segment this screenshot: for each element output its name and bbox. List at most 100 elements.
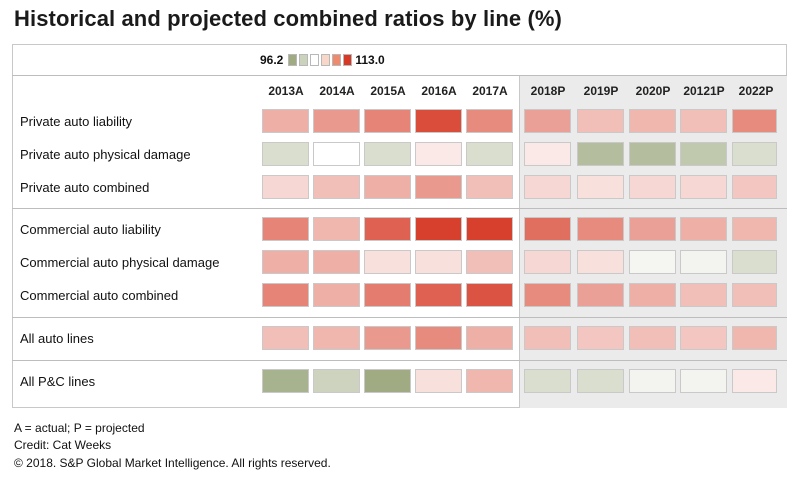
heatmap-cell bbox=[313, 142, 360, 166]
heatmap-cell bbox=[629, 369, 676, 393]
heatmap-cell bbox=[629, 283, 676, 307]
heatmap-cell bbox=[262, 250, 309, 274]
column-header: 2019P bbox=[583, 84, 619, 98]
heatmap-cell bbox=[577, 326, 624, 350]
column-header: 2016A bbox=[421, 84, 457, 98]
column-header: 2013A bbox=[268, 84, 304, 98]
heatmap-cell bbox=[524, 250, 571, 274]
legend-swatches bbox=[288, 54, 354, 66]
group-divider bbox=[12, 317, 787, 318]
color-legend: 96.2 113.0 bbox=[260, 52, 385, 68]
heatmap-cell bbox=[524, 109, 571, 133]
heatmap-cell bbox=[262, 369, 309, 393]
heatmap-cell bbox=[680, 250, 727, 274]
heatmap-cell bbox=[262, 326, 309, 350]
heatmap-cell bbox=[577, 217, 624, 241]
heatmap-cell bbox=[262, 142, 309, 166]
heatmap-cell bbox=[313, 217, 360, 241]
group-divider bbox=[12, 360, 787, 361]
heatmap-cell bbox=[364, 369, 411, 393]
row-label: Private auto combined bbox=[20, 180, 150, 195]
heatmap-cell bbox=[415, 142, 462, 166]
heatmap-cell bbox=[577, 142, 624, 166]
column-header: 2015A bbox=[370, 84, 406, 98]
column-header: 2017A bbox=[472, 84, 508, 98]
chart-title: Historical and projected combined ratios… bbox=[14, 6, 562, 31]
heatmap-cell bbox=[313, 250, 360, 274]
heatmap-cell bbox=[629, 142, 676, 166]
heatmap-cell bbox=[262, 283, 309, 307]
heatmap-cell bbox=[415, 175, 462, 199]
heatmap-cell bbox=[524, 142, 571, 166]
group-divider bbox=[12, 75, 787, 76]
heatmap-cell bbox=[680, 142, 727, 166]
row-label: Private auto liability bbox=[20, 114, 132, 129]
heatmap-cell bbox=[415, 369, 462, 393]
heatmap-cell bbox=[466, 175, 513, 199]
heatmap-cell bbox=[364, 283, 411, 307]
heatmap-cell bbox=[732, 142, 777, 166]
heatmap-cell bbox=[577, 283, 624, 307]
heatmap-cell bbox=[629, 175, 676, 199]
heatmap-cell bbox=[629, 326, 676, 350]
heatmap-cell bbox=[524, 326, 571, 350]
column-header: 2020P bbox=[635, 84, 671, 98]
heatmap-cell bbox=[680, 109, 727, 133]
heatmap-cell bbox=[732, 217, 777, 241]
row-label: Private auto physical damage bbox=[20, 147, 191, 162]
footnote-copyright: © 2018. S&P Global Market Intelligence. … bbox=[14, 456, 331, 470]
legend-swatch bbox=[343, 54, 353, 66]
heatmap-cell bbox=[415, 250, 462, 274]
heatmap-cell bbox=[524, 369, 571, 393]
heatmap-cell bbox=[732, 326, 777, 350]
legend-swatch bbox=[299, 54, 309, 66]
heatmap-cell bbox=[732, 283, 777, 307]
heatmap-cell bbox=[732, 369, 777, 393]
legend-min-label: 96.2 bbox=[260, 53, 284, 67]
heatmap-cell bbox=[577, 175, 624, 199]
column-header: 2022P bbox=[738, 84, 774, 98]
heatmap-cell bbox=[313, 283, 360, 307]
heatmap-cell bbox=[466, 283, 513, 307]
legend-swatch bbox=[332, 54, 342, 66]
heatmap-cell bbox=[732, 175, 777, 199]
heatmap-cell bbox=[364, 142, 411, 166]
heatmap-cell bbox=[466, 250, 513, 274]
heatmap-cell bbox=[524, 217, 571, 241]
heatmap-cell bbox=[364, 109, 411, 133]
heatmap-cell bbox=[364, 326, 411, 350]
heatmap-cell bbox=[466, 142, 513, 166]
heatmap-cell bbox=[313, 369, 360, 393]
heatmap-cell bbox=[415, 109, 462, 133]
heatmap-cell bbox=[313, 326, 360, 350]
heatmap-cell bbox=[466, 326, 513, 350]
legend-swatch bbox=[321, 54, 331, 66]
heatmap-cell bbox=[524, 175, 571, 199]
row-label: All P&C lines bbox=[20, 374, 96, 389]
column-header: 20121P bbox=[683, 84, 725, 98]
heatmap-cell bbox=[415, 217, 462, 241]
heatmap-cell bbox=[466, 369, 513, 393]
column-header: 2014A bbox=[319, 84, 355, 98]
legend-swatch bbox=[288, 54, 298, 66]
heatmap-cell bbox=[262, 175, 309, 199]
heatmap-cell bbox=[629, 250, 676, 274]
legend-swatch bbox=[310, 54, 320, 66]
row-label: Commercial auto physical damage bbox=[20, 255, 220, 270]
heatmap-cell bbox=[524, 283, 571, 307]
heatmap-cell bbox=[313, 175, 360, 199]
heatmap-cell bbox=[466, 217, 513, 241]
heatmap-cell bbox=[680, 369, 727, 393]
heatmap-cell bbox=[629, 109, 676, 133]
heatmap-cell bbox=[732, 250, 777, 274]
heatmap-cell bbox=[415, 283, 462, 307]
group-divider bbox=[12, 208, 787, 209]
column-header: 2018P bbox=[530, 84, 566, 98]
heatmap-cell bbox=[364, 217, 411, 241]
heatmap-cell bbox=[313, 109, 360, 133]
row-label: Commercial auto liability bbox=[20, 222, 161, 237]
heatmap-cell bbox=[364, 250, 411, 274]
legend-max-label: 113.0 bbox=[355, 53, 385, 67]
footnote-credit: Credit: Cat Weeks bbox=[14, 438, 112, 452]
heatmap-cell bbox=[680, 175, 727, 199]
